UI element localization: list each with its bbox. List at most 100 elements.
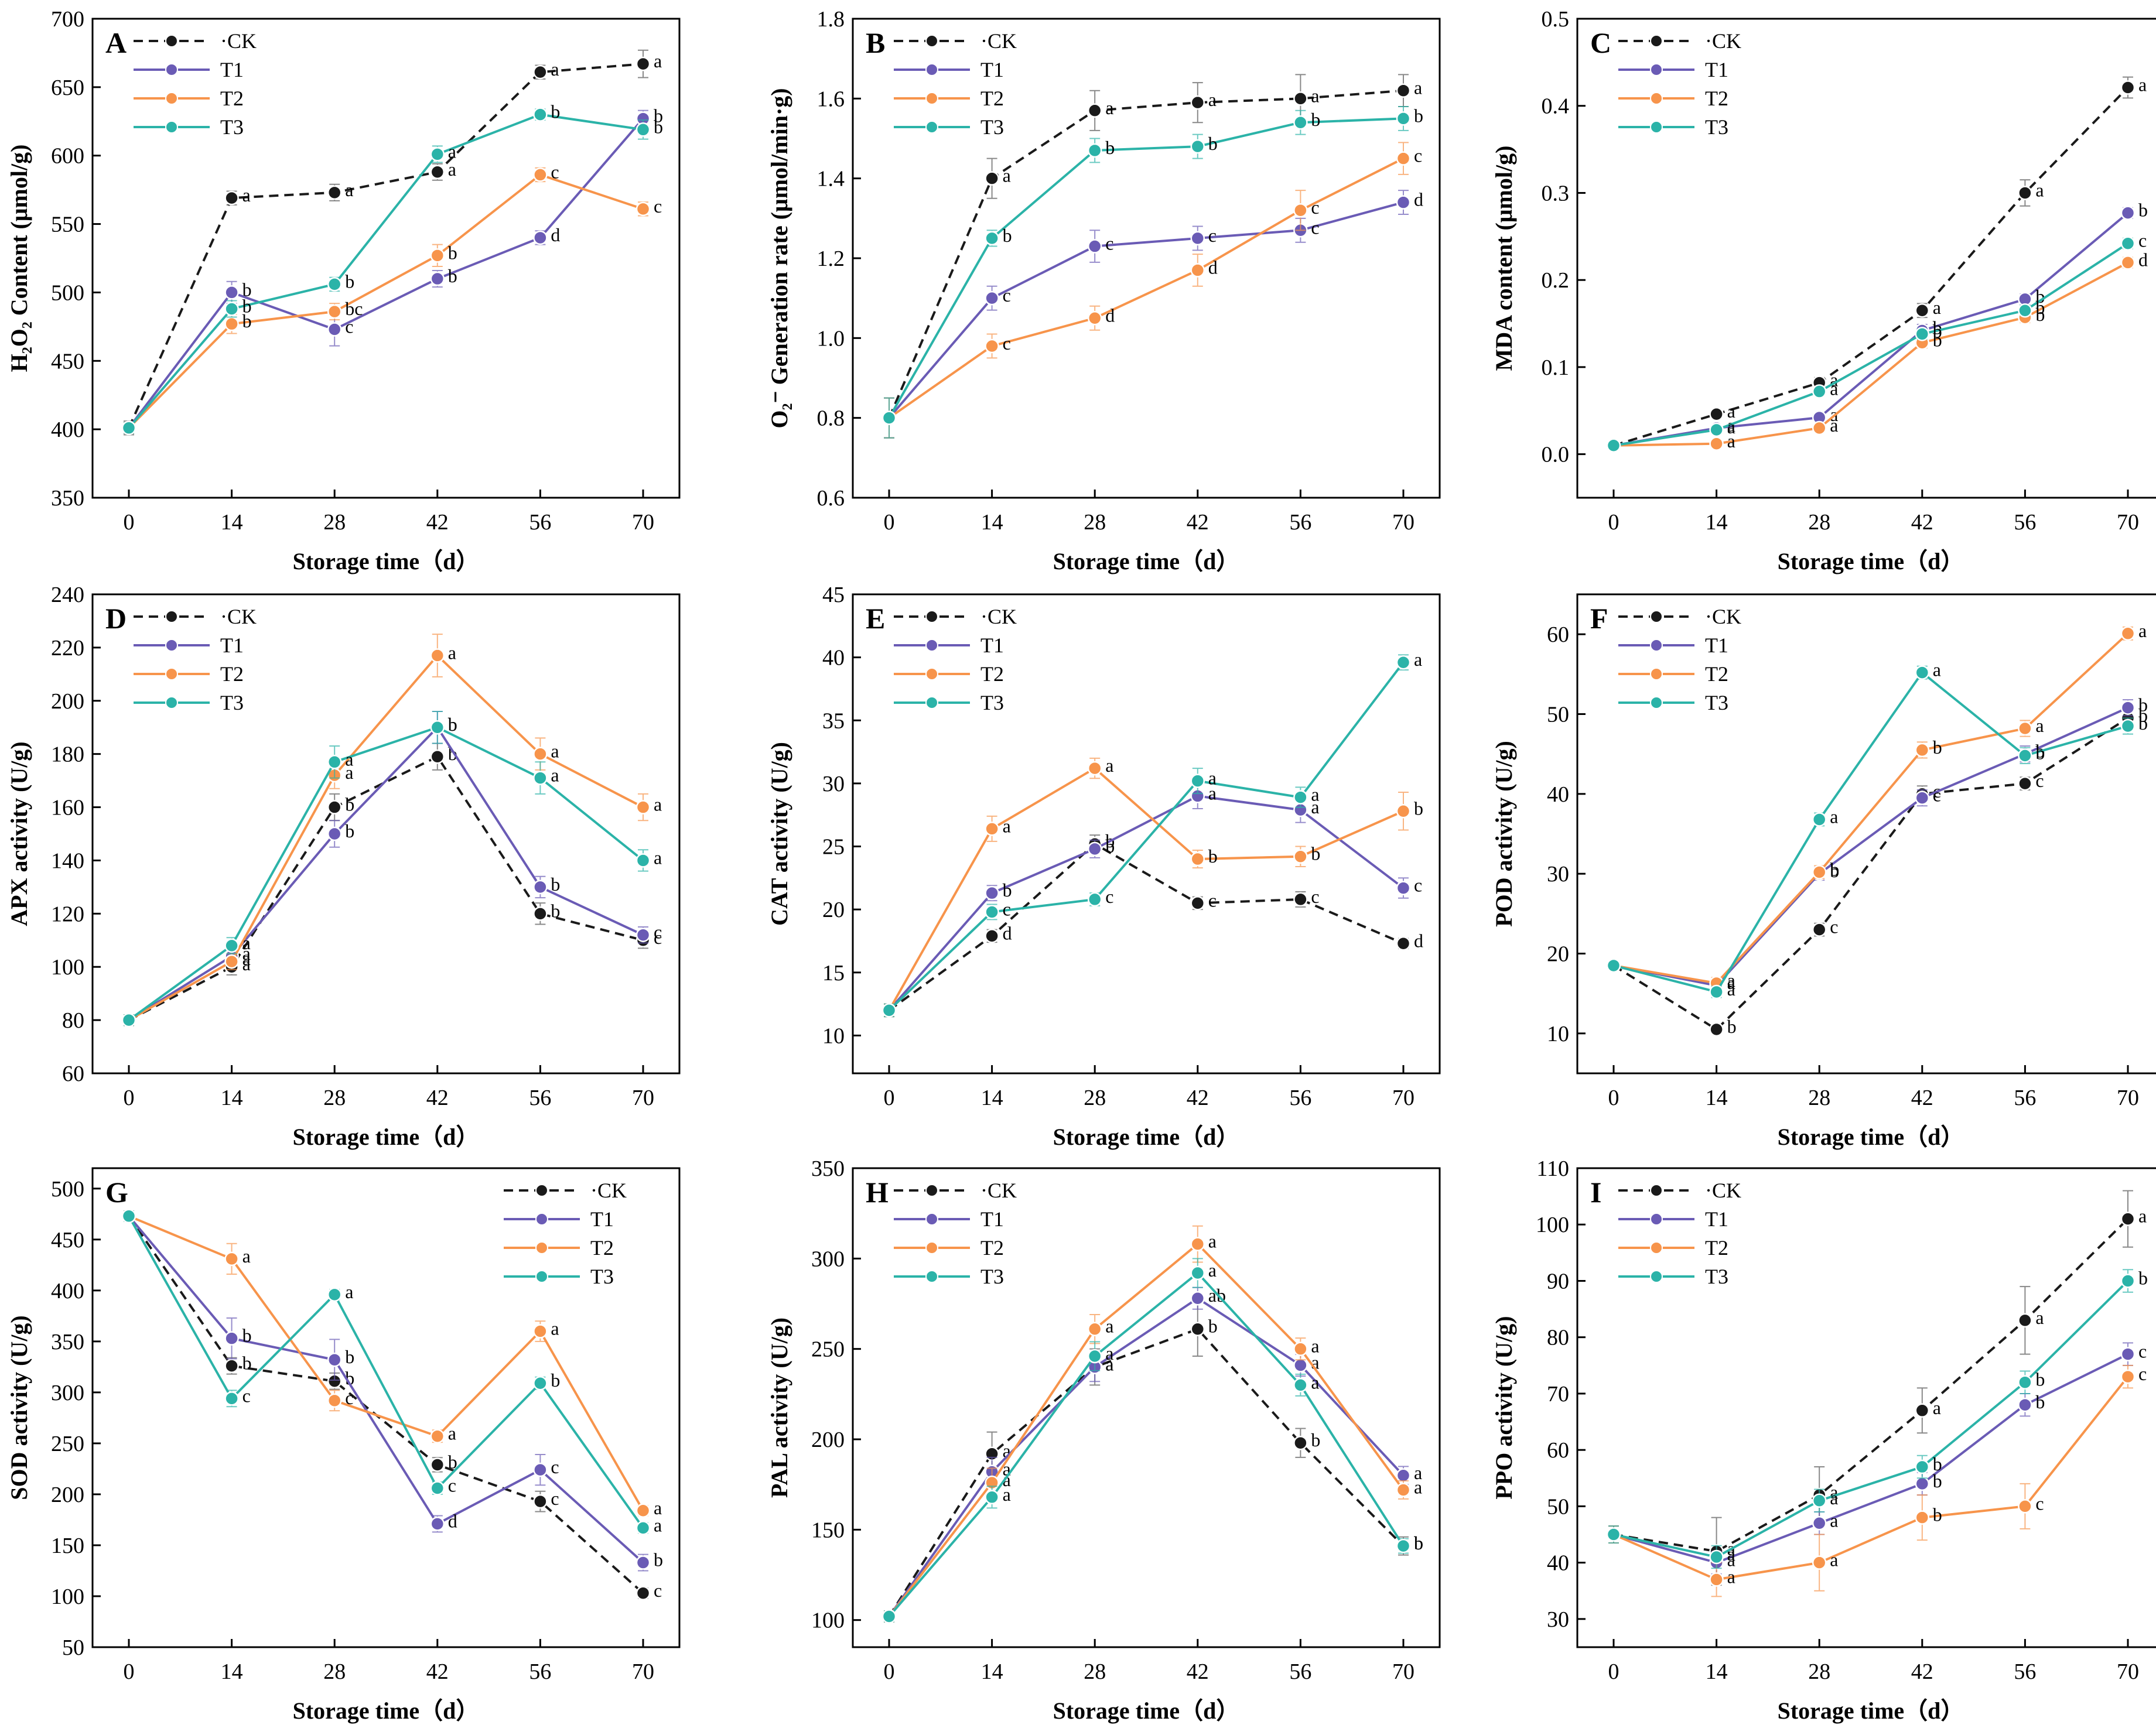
y-axis-title: MDA content (μmol/g) [1491, 146, 1517, 371]
data-point [1087, 311, 1102, 326]
y-tick-label: 40 [1547, 782, 1569, 807]
legend-marker [165, 92, 178, 105]
series-line [128, 118, 644, 429]
significance-label: a [1105, 1354, 1113, 1375]
significance-label: a [1414, 649, 1422, 670]
legend-label: T2 [220, 87, 244, 110]
series-line [888, 117, 1404, 419]
significance-label: a [1727, 401, 1735, 422]
legend-label: T3 [1705, 1265, 1728, 1288]
significance-label: c [654, 927, 662, 948]
legend-marker [925, 121, 938, 134]
plot-frame [91, 593, 681, 1074]
significance-label: a [1727, 978, 1735, 1000]
y-axis-title: H₂O₂ Content (μmol/g) [6, 145, 32, 372]
significance-label: a [1311, 1336, 1319, 1357]
significance-label: b [242, 310, 252, 331]
y-tick-label: 0.1 [1542, 355, 1570, 380]
data-point [224, 1251, 239, 1267]
x-tick-label: 56 [2014, 1086, 2036, 1110]
data-point [985, 905, 999, 919]
panel-letter: D [105, 602, 127, 635]
data-point [224, 1391, 239, 1406]
significance-label: b [345, 1368, 354, 1389]
significance-label: b [2035, 297, 2045, 318]
y-tick-label: 1.4 [817, 167, 845, 191]
significance-label: b [2035, 1391, 2045, 1412]
significance-label: b [1003, 225, 1012, 246]
significance-label: a [1933, 297, 1941, 318]
significance-label: d [2138, 249, 2148, 270]
plot-frame [852, 18, 1441, 499]
legend-label: T1 [1705, 58, 1728, 81]
significance-label: b [2035, 1369, 2045, 1390]
significance-label: a [242, 943, 251, 964]
data-point [1709, 1549, 1724, 1565]
significance-label: a [345, 1281, 353, 1302]
significance-label: a [1208, 782, 1217, 803]
data-point [121, 1209, 136, 1224]
x-tick-label: 70 [2117, 1086, 2139, 1110]
x-tick-label: 28 [323, 1659, 346, 1684]
significance-label: d [1208, 256, 1218, 278]
legend-label: T1 [220, 634, 244, 657]
significance-label: b [1414, 1532, 1423, 1553]
significance-label: b [1208, 1316, 1218, 1337]
significance-label: d [1105, 304, 1115, 326]
data-point [1293, 1435, 1308, 1450]
data-point [533, 107, 548, 122]
data-point [533, 1462, 548, 1477]
y-tick-label: 240 [51, 583, 84, 607]
significance-label: b [1414, 798, 1423, 819]
legend-label: T2 [980, 1236, 1004, 1260]
data-point [533, 64, 548, 80]
x-tick-label: 0 [884, 1086, 895, 1110]
y-tick-label: 15 [822, 961, 845, 985]
data-point [985, 338, 999, 354]
data-point [635, 853, 651, 868]
legend: ·CK T1 T2 T3 [894, 29, 1017, 139]
data-point [1087, 841, 1102, 857]
x-axis-title: Storage time（d） [1053, 548, 1240, 574]
data-point [1190, 1322, 1205, 1336]
significance-label: a [345, 748, 353, 769]
x-axis-title: Storage time（d） [1778, 1124, 1964, 1150]
significance-label: b [2138, 713, 2148, 734]
significance-label: a [1727, 972, 1735, 993]
significance-label: c [1414, 875, 1422, 896]
panel-c: 0.0 0.1 0.2 0.3 0.4 0.5 0 14 28 42 56 70 Storage tim… [1491, 7, 2156, 574]
significance-label: b [242, 279, 252, 300]
legend-marker [1650, 639, 1663, 652]
legend-marker [925, 1184, 938, 1197]
data-point [1190, 851, 1205, 867]
significance-label: a [448, 642, 456, 663]
x-tick-label: 42 [1187, 1086, 1209, 1110]
x-tick-label: 70 [1392, 1086, 1414, 1110]
data-point [121, 1012, 136, 1028]
significance-label: b [1727, 1016, 1737, 1037]
legend-label: T1 [1705, 1207, 1728, 1231]
y-tick-label: 110 [1536, 1156, 1569, 1181]
significance-label: c [1311, 217, 1319, 238]
data-point [635, 928, 651, 942]
data-point [1709, 1572, 1724, 1587]
x-tick-label: 42 [426, 1659, 449, 1684]
significance-label: c [1311, 886, 1319, 907]
legend-marker [165, 610, 178, 623]
data-point [1915, 327, 1930, 341]
data-point [430, 648, 445, 663]
x-tick-label: 14 [981, 510, 1003, 535]
data-point [1190, 139, 1205, 154]
significance-label: d [551, 224, 560, 245]
significance-label: b [1830, 860, 1839, 881]
series-line [888, 1296, 1405, 1617]
series-line [128, 755, 644, 1021]
data-point [533, 1494, 548, 1509]
data-point [533, 230, 548, 245]
legend-label: T1 [220, 58, 244, 81]
data-point [1396, 936, 1411, 951]
legend-marker [925, 92, 938, 105]
